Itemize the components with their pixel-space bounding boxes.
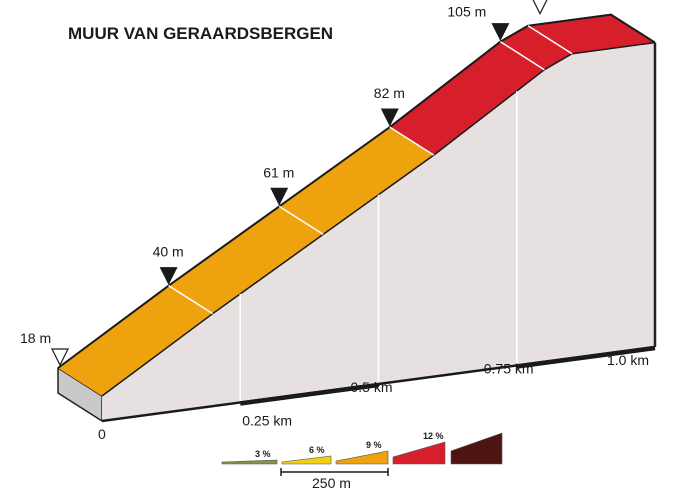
profile-back-edge — [57, 13, 656, 369]
elevation-label-4: 82 m — [374, 85, 405, 101]
segment-divider-3 — [389, 126, 435, 156]
legend-label-1: 3 % — [255, 449, 271, 459]
x-tick-label-2: 0.25 km — [242, 413, 292, 429]
legend-swatch-3 — [335, 450, 389, 465]
scale-bar-label: 250 m — [312, 475, 351, 491]
x-tick-label-5: 1.0 km — [607, 352, 649, 368]
legend-label-4: 12 % — [423, 431, 444, 441]
segment-divider-1 — [168, 285, 214, 315]
elevation-marker-4 — [380, 108, 399, 127]
profile-segment-5 — [500, 25, 572, 70]
elevation-marker-5 — [491, 23, 510, 42]
segment-divider-5 — [527, 25, 573, 55]
legend-swatch-5 — [450, 432, 503, 465]
elevation-label-5: 105 m — [447, 4, 486, 20]
profile-segment-4 — [389, 41, 545, 156]
chart-title: MUUR VAN GERAARDSBERGEN — [68, 24, 333, 43]
base-scale-band-1 — [239, 382, 379, 406]
profile-segment-3 — [279, 127, 434, 235]
profile-segment-2 — [168, 206, 324, 314]
elevation-label-1: 18 m — [20, 330, 51, 346]
legend-swatch-1 — [221, 459, 278, 465]
x-tick-label-1: 0 — [98, 426, 106, 442]
legend-swatch-4 — [392, 441, 446, 465]
profile-segment-6 — [528, 14, 655, 54]
elevation-label-3: 61 m — [263, 164, 294, 180]
x-tick-label-3: 0.5 km — [351, 379, 393, 395]
base-scale-band-3 — [516, 345, 656, 369]
elevation-marker-6 — [532, 0, 548, 16]
elevation-marker-1 — [51, 348, 69, 367]
legend-label-3: 9 % — [366, 440, 382, 450]
legend-swatch-2 — [281, 455, 332, 465]
x-tick-label-4: 0.75 km — [484, 361, 534, 377]
legend-label-2: 6 % — [309, 445, 325, 455]
elevation-marker-3 — [270, 187, 289, 206]
profile-segment-1 — [58, 285, 213, 396]
segment-divider-4 — [499, 41, 545, 71]
elevation-marker-2 — [159, 267, 178, 286]
elevation-label-2: 40 m — [153, 244, 184, 260]
segment-divider-2 — [278, 205, 324, 236]
